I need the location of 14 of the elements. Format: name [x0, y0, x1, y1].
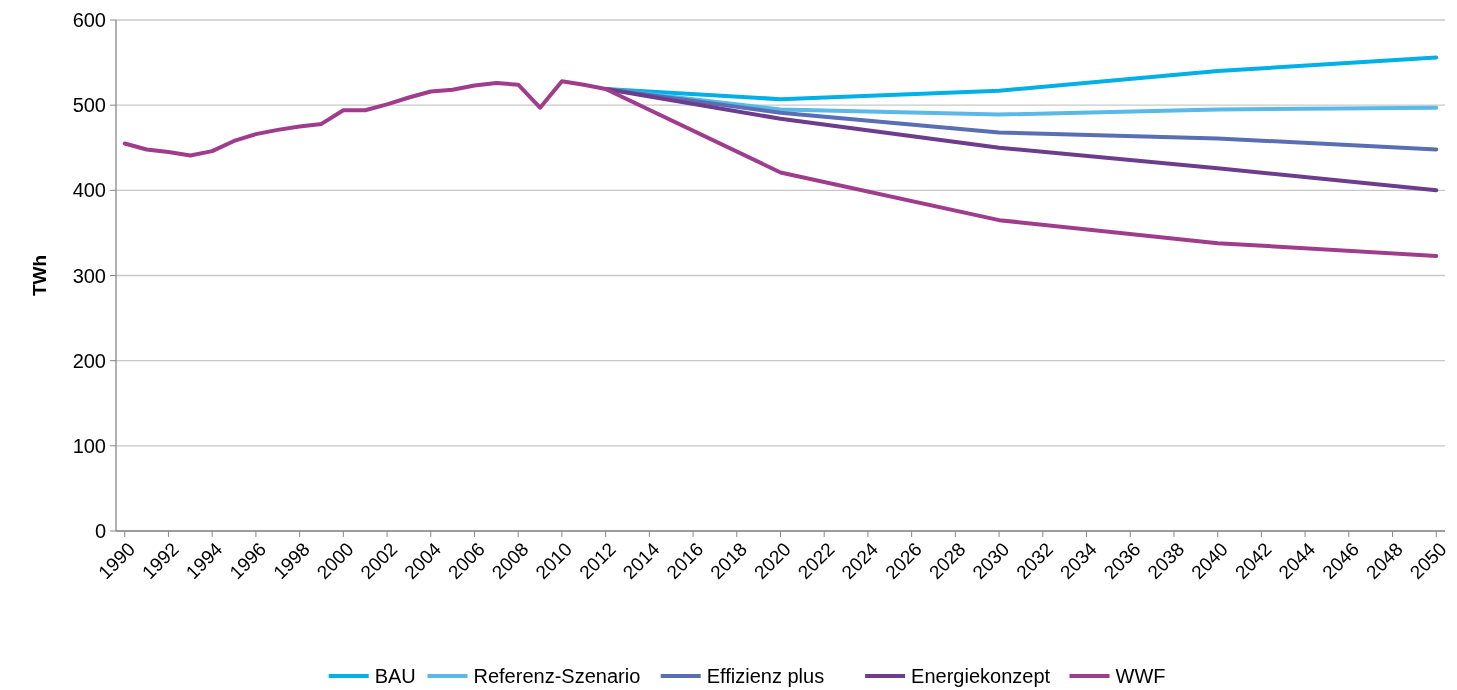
y-tick-label: 600	[72, 9, 106, 31]
y-tick-label: 0	[94, 520, 106, 542]
legend-label: BAU	[374, 665, 416, 687]
legend-label: WWF	[1115, 665, 1166, 687]
y-tick-label: 400	[72, 179, 106, 202]
y-axis-title: TWh	[29, 254, 50, 297]
y-tick-label: 500	[72, 94, 106, 117]
legend-label: Energiekonzept	[911, 665, 1051, 687]
y-tick-label: 300	[72, 264, 106, 287]
legend-label: Effizienz plus	[706, 665, 825, 687]
y-tick-label: 200	[72, 349, 106, 372]
y-tick-label: 100	[72, 434, 106, 457]
line-series	[122, 79, 1439, 258]
legend-label: Referenz-Szenario	[473, 665, 641, 687]
